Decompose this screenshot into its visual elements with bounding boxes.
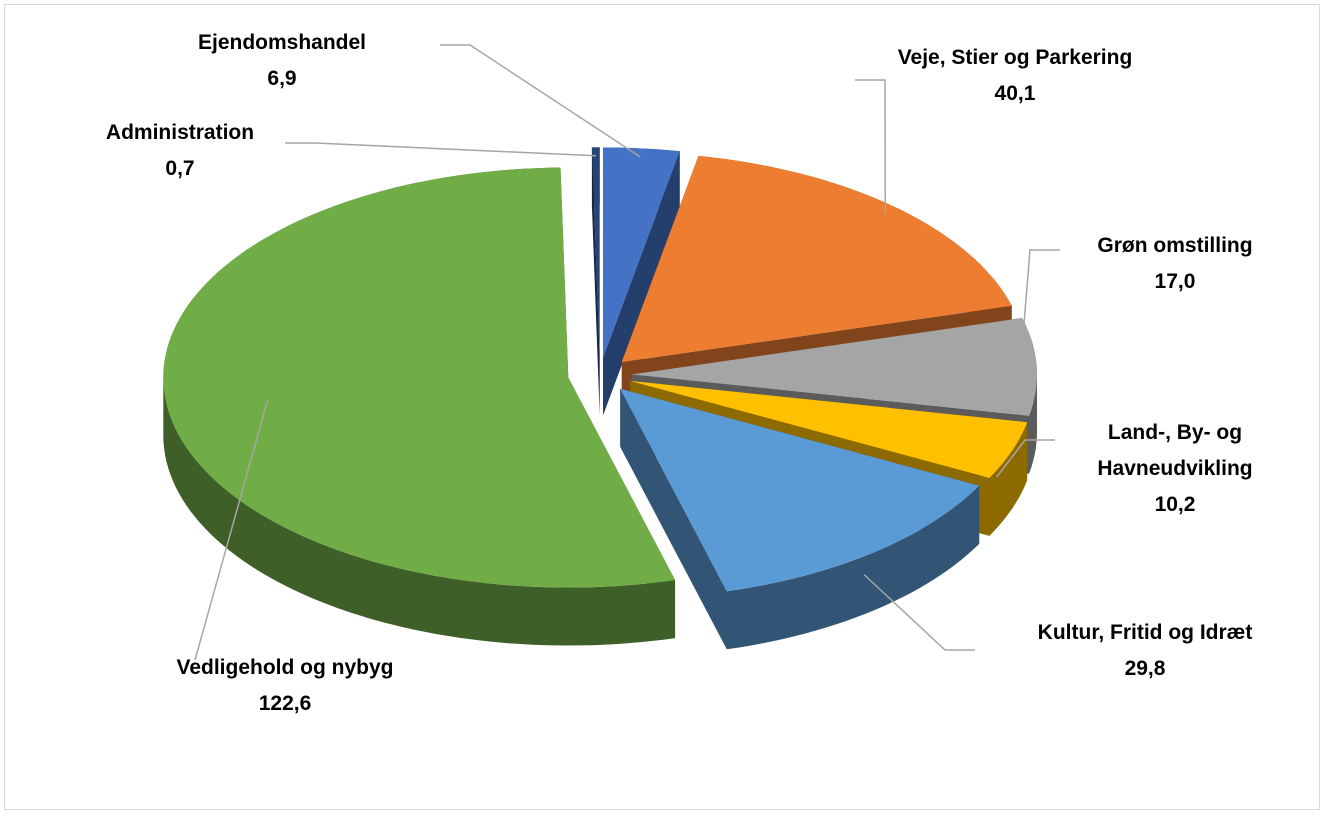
leader-line — [285, 142, 596, 157]
data-label: Kultur, Fritid og Idræt 29,8 — [1038, 615, 1253, 687]
label-value: 29,8 — [1124, 657, 1166, 680]
leader-line — [194, 399, 269, 661]
label-name: Grøn omstilling — [1097, 234, 1253, 257]
label-value: 0,7 — [165, 157, 195, 180]
leader-line — [440, 44, 641, 158]
label-value: 17,0 — [1154, 270, 1196, 293]
label-value: 10,2 — [1154, 493, 1196, 516]
slice — [163, 167, 676, 588]
data-label: Vedligehold og nybyg 122,6 — [176, 650, 393, 722]
slice — [632, 318, 1037, 416]
slice-side — [591, 147, 600, 416]
label-name: Land-, By- og Havneudvikling — [1097, 421, 1253, 480]
slice — [621, 155, 1012, 363]
leader-line — [863, 574, 975, 651]
slice — [591, 147, 600, 358]
label-name: Vedligehold og nybyg — [176, 656, 394, 679]
data-label: Veje, Stier og Parkering 40,1 — [898, 40, 1133, 112]
data-label: Administration 0,7 — [106, 115, 254, 187]
chart-frame — [4, 4, 1320, 810]
leader-line — [1019, 249, 1060, 368]
data-label: Ejendomshandel 6,9 — [198, 25, 366, 97]
leader-line — [996, 439, 1055, 478]
label-name: Veje, Stier og Parkering — [897, 46, 1133, 69]
slice — [620, 388, 980, 592]
leader-line — [855, 79, 887, 214]
label-value: 40,1 — [994, 82, 1036, 105]
slice — [603, 147, 680, 358]
data-label: Land-, By- og Havneudvikling 10,2 — [1075, 415, 1275, 523]
slice — [630, 380, 1028, 478]
data-label: Grøn omstilling 17,0 — [1097, 228, 1252, 300]
label-value: 6,9 — [267, 67, 297, 90]
label-name: Kultur, Fritid og Idræt — [1037, 621, 1253, 644]
label-value: 122,6 — [258, 692, 312, 715]
slice-side — [603, 147, 680, 416]
label-name: Administration — [105, 121, 255, 144]
label-name: Ejendomshandel — [197, 31, 367, 54]
